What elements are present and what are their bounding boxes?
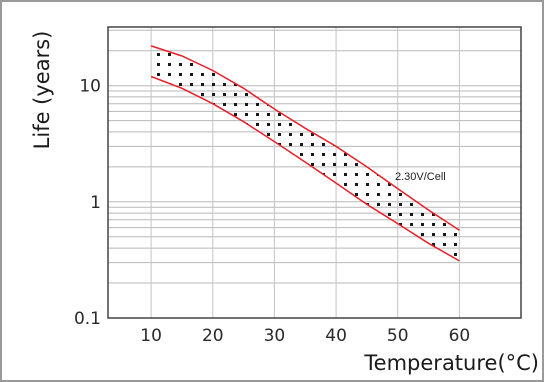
upper-bound-line <box>150 45 460 231</box>
plot-frame <box>107 26 522 319</box>
y-tick-label: 0.1 <box>74 309 101 329</box>
band-layer <box>150 45 460 262</box>
y-tick-label: 10 <box>79 77 101 97</box>
x-tick-label: 20 <box>202 326 224 346</box>
y-axis-title: Life (years) <box>30 31 54 150</box>
x-axis-title: Temperature(°C) <box>363 351 539 375</box>
lower-bound-line <box>150 75 460 262</box>
ticks-layer: 10 20 30 40 50 60 0.1 1 10 <box>74 77 470 346</box>
y-tick-label: 1 <box>90 193 101 213</box>
x-tick-label: 50 <box>387 326 409 346</box>
life-band-fill <box>151 45 460 261</box>
x-tick-label: 30 <box>264 326 286 346</box>
x-tick-label: 40 <box>325 326 347 346</box>
annotation-label: 2.30V/Cell <box>395 171 446 183</box>
x-tick-label: 10 <box>140 326 162 346</box>
x-tick-label: 60 <box>449 326 471 346</box>
